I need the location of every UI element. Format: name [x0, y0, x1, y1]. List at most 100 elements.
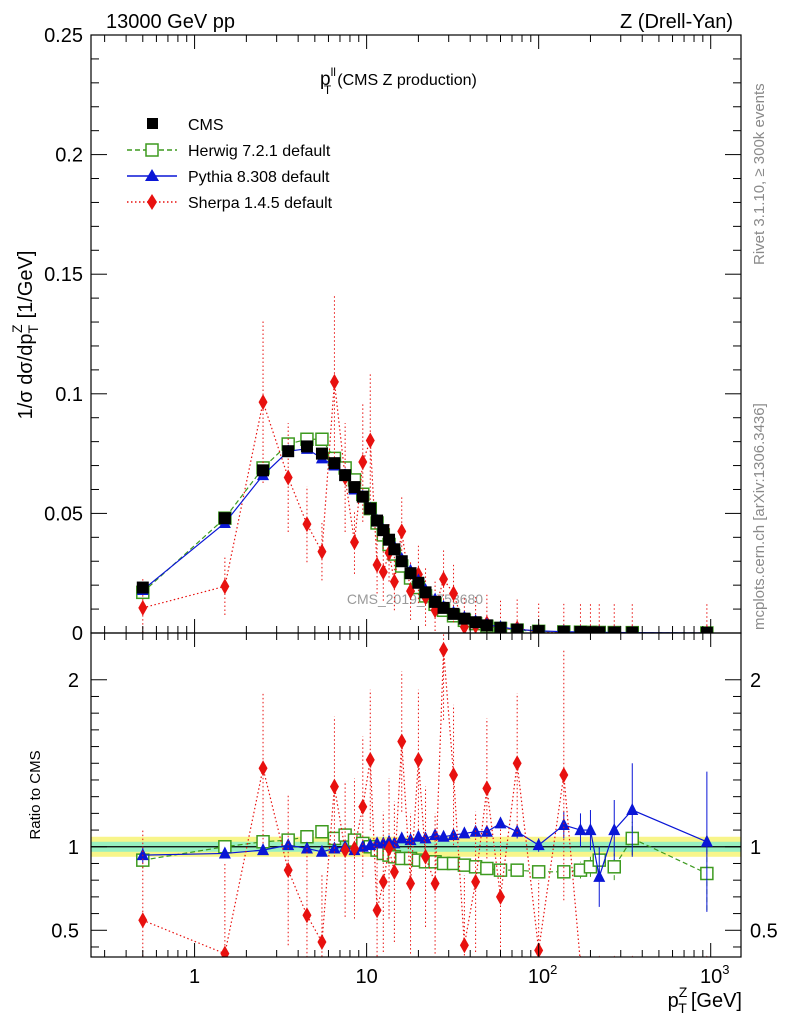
ratio-point-pythia	[584, 823, 597, 836]
point-cms	[700, 626, 713, 633]
ratio-point-pythia	[429, 828, 442, 841]
ratio-series-sherpa	[138, 633, 708, 957]
point-sherpa	[459, 619, 469, 633]
point-cms	[371, 514, 384, 527]
ratio-point-sherpa	[579, 955, 582, 957]
point-cms	[626, 626, 639, 633]
ratio-point-sherpa	[439, 641, 449, 658]
ratio-point-herwig	[457, 858, 472, 872]
point-cms	[395, 555, 408, 568]
ratio-point-pythia	[593, 869, 606, 882]
point-sherpa	[220, 578, 230, 595]
ratio-point-sherpa	[406, 875, 416, 892]
ratio-point-sherpa	[482, 780, 492, 797]
ratio-point-pythia	[447, 828, 460, 841]
point-sherpa	[329, 373, 339, 390]
ratio-point-sherpa	[495, 888, 505, 905]
ratio-point-sherpa	[613, 955, 615, 957]
rivet-label: Rivet 3.1.10, ≥ 300k events	[751, 83, 768, 265]
ratio-point-pythia	[511, 824, 524, 837]
ratio-point-sherpa	[389, 863, 399, 880]
legend-label-herwig: Herwig 7.2.1 default	[188, 143, 331, 160]
x-tick-label-base: 10	[700, 966, 722, 988]
ratio-point-sherpa	[349, 840, 359, 857]
point-herwig	[315, 432, 329, 446]
ratio-point-sherpa	[372, 902, 382, 919]
ratio-point-pythia	[218, 846, 231, 859]
series-cms	[136, 440, 713, 633]
series-herwig	[136, 432, 714, 633]
ratio-point-sherpa	[559, 766, 569, 783]
legend-marker-cms	[147, 118, 158, 129]
x-tick-label: 1	[189, 966, 200, 988]
point-cms	[300, 440, 313, 453]
point-sherpa	[378, 564, 388, 581]
point-sherpa	[365, 432, 375, 449]
ratio-point-pythia	[494, 816, 507, 829]
axes	[90, 34, 742, 958]
main-y-tick-label: 0.1	[55, 384, 83, 406]
x-tick-label: 103	[700, 962, 729, 988]
ratio-point-sherpa	[384, 840, 394, 857]
ratio-point-sherpa	[283, 862, 293, 879]
legend-label-cms: CMS	[188, 117, 224, 134]
ratio-point-sherpa	[449, 766, 459, 783]
ratio-y-axis-label: Ratio to CMS	[27, 750, 44, 839]
legend-item-pythia: Pythia 8.308 default	[127, 169, 330, 186]
point-cms	[404, 567, 417, 580]
series-pythia	[136, 441, 711, 633]
ratio-point-sherpa	[589, 955, 592, 957]
point-cms	[282, 445, 295, 458]
ratio-point-sherpa	[430, 875, 440, 892]
ratio-point-pythia	[257, 843, 270, 856]
point-sherpa	[302, 516, 312, 533]
ratio-point-pythia	[419, 831, 432, 844]
ratio-point-pythia	[315, 844, 328, 857]
point-cms	[608, 626, 621, 633]
point-cms	[447, 607, 460, 620]
point-sherpa	[372, 556, 382, 573]
ratio-point-pythia	[700, 834, 713, 847]
x-tick-label: 10	[355, 966, 377, 988]
point-cms	[458, 612, 471, 625]
ratio-point-pythia	[480, 824, 493, 837]
ratio-point-pythia	[608, 823, 621, 836]
ratio-point-sherpa	[421, 848, 431, 865]
x-tick-label-exponent: 2	[550, 962, 557, 977]
ratio-point-pythia	[458, 826, 471, 839]
x-tick-label-base: 10	[355, 966, 377, 988]
point-cms	[412, 576, 425, 589]
ratio-point-pythia	[395, 831, 408, 844]
ratio-point-sherpa	[302, 907, 312, 924]
ratio-point-pythia	[437, 829, 450, 842]
ratio-y-tick-label-left: 0.5	[51, 920, 79, 942]
ratio-frame	[90, 632, 742, 958]
point-sherpa	[258, 394, 268, 411]
x-tick-label-base: 10	[528, 966, 550, 988]
ratio-point-pythia	[626, 803, 639, 816]
ratio-line-sherpa	[142, 649, 581, 957]
point-cms	[388, 543, 401, 556]
point-cms	[218, 512, 231, 525]
legend-marker-sherpa	[147, 194, 157, 210]
ratio-point-sherpa	[138, 912, 148, 929]
mcplots-label: mcplots.cern.ch [arXiv:1306.3436]	[751, 403, 768, 630]
ratio-point-herwig	[607, 860, 621, 874]
point-cms	[328, 457, 341, 470]
energy-label: 13000 GeV pp	[106, 11, 235, 33]
ratio-point-sherpa	[397, 733, 407, 750]
main-panel-series	[136, 293, 714, 633]
ratio-point-pythia	[300, 841, 313, 854]
point-cms	[356, 490, 369, 503]
x-tick-label-exponent: 3	[722, 962, 729, 977]
main-y-tick-label: 0.2	[55, 145, 83, 167]
panel-title: pll T(CMS Z production)	[320, 65, 477, 97]
process-label: Z (Drell-Yan)	[620, 11, 733, 33]
ratio-point-herwig	[300, 830, 314, 844]
point-cms	[348, 481, 361, 494]
legend-label-pythia: Pythia 8.308 default	[188, 169, 330, 186]
legend-marker-pythia	[145, 169, 159, 181]
point-sherpa	[138, 599, 148, 616]
main-y-tick-label: 0	[72, 623, 83, 645]
ratio-point-pythia	[574, 823, 587, 836]
